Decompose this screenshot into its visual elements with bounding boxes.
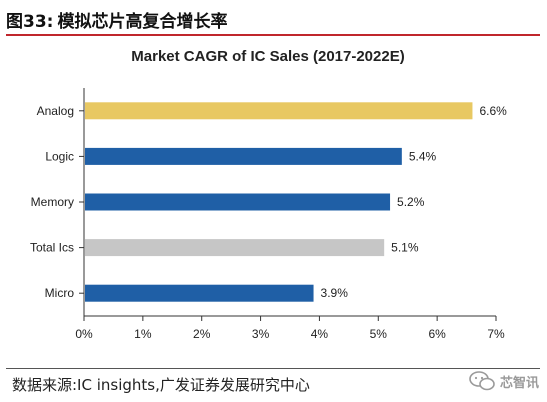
chart-title: Market CAGR of IC Sales (2017-2022E) — [131, 48, 404, 65]
x-tick-label: 3% — [252, 327, 270, 341]
x-tick-label: 5% — [370, 327, 388, 341]
header-rule — [6, 34, 540, 36]
bar — [85, 239, 385, 257]
x-tick-label: 7% — [487, 327, 505, 341]
category-label: Total Ics — [30, 241, 74, 255]
wechat-icon — [469, 371, 495, 391]
bar — [85, 284, 314, 302]
bar-chart: Market CAGR of IC Sales (2017-2022E) 0% 1… — [30, 48, 507, 341]
watermark: 芯智讯 — [468, 370, 539, 392]
x-tick-label: 1% — [134, 327, 152, 341]
footer-rule — [6, 368, 540, 369]
category-label: Logic — [45, 149, 74, 163]
plot-area: 0% 1% 2% 3% 4% 5% 6% 7% Analog 6.6% Logic 5.4% Memor… — [30, 88, 507, 341]
value-label: 6.6% — [479, 104, 507, 118]
watermark-text: 芯智讯 — [499, 375, 539, 391]
figure-title: 模拟芯片高复合增长率 — [57, 11, 228, 32]
x-tick-label: 2% — [193, 327, 211, 341]
bar — [85, 193, 391, 211]
category-label: Memory — [31, 195, 74, 209]
bar — [85, 102, 473, 120]
category-label: Micro — [45, 286, 75, 300]
figure-header: 图33: 模拟芯片高复合增长率 — [6, 4, 540, 34]
x-tick-label: 4% — [311, 327, 329, 341]
value-label: 5.2% — [397, 195, 425, 209]
value-label: 3.9% — [321, 286, 349, 300]
x-tick-label: 6% — [428, 327, 446, 341]
value-label: 5.4% — [409, 149, 437, 163]
category-label: Analog — [37, 104, 74, 118]
source-note: 数据来源:IC insights,广发证券发展研究中心 — [12, 376, 310, 394]
figure-number: 图33: — [6, 11, 54, 32]
x-tick-label: 0% — [75, 327, 93, 341]
bar — [85, 147, 402, 165]
value-label: 5.1% — [391, 241, 419, 255]
